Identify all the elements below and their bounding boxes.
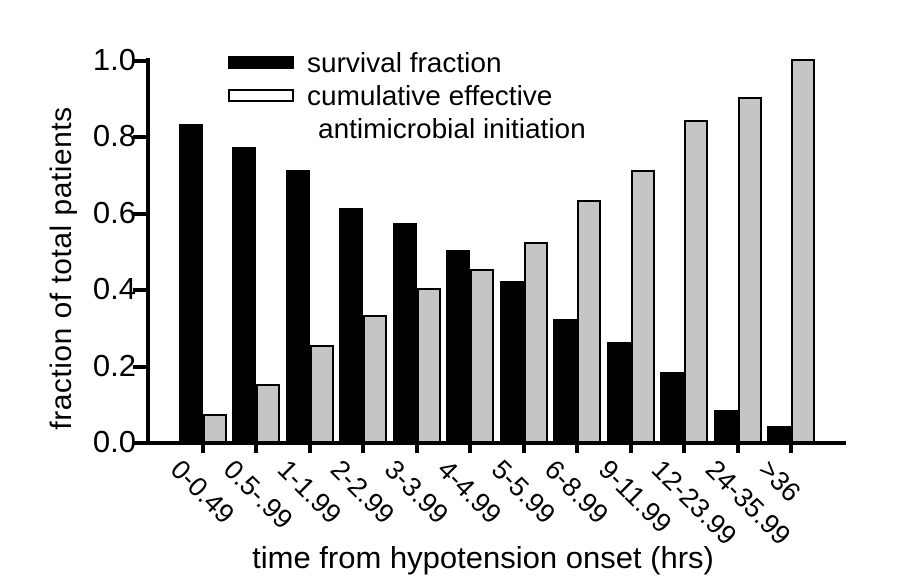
x-tick-4-4.99 — [468, 445, 473, 453]
bar-cumulative-24-35.99 — [737, 97, 762, 445]
legend-swatch-cumulative — [228, 89, 294, 102]
bar-cumulative->36 — [790, 59, 815, 445]
x-axis-title: time from hypotension onset (hrs) — [252, 540, 714, 575]
x-tick-0-0.49 — [201, 445, 205, 453]
x-tick-5-5.99 — [521, 445, 526, 453]
x-tick-2-2.99 — [361, 445, 366, 453]
bar-cumulative-2-2.99 — [363, 315, 388, 445]
y-tick-label-0.0: 0.0 — [92, 424, 136, 459]
y-tick-label-0.6: 0.6 — [92, 195, 136, 230]
bar-survival-3-3.99 — [392, 223, 417, 445]
y-tick-0.8 — [133, 135, 146, 139]
y-axis-title: fraction of total patients — [45, 106, 78, 430]
bar-survival-2-2.99 — [339, 208, 364, 445]
x-axis-line — [146, 441, 846, 445]
legend-label-cumulative-line1: cumulative effective — [307, 79, 553, 111]
bar-cumulative-5-5.99 — [523, 242, 548, 445]
bar-cumulative-4-4.99 — [470, 269, 495, 445]
x-tick-24-35.99 — [735, 445, 740, 453]
y-tick-label-1.0: 1.0 — [92, 42, 136, 77]
y-tick-label-0.8: 0.8 — [92, 118, 136, 153]
bar-survival-0-0.49 — [179, 124, 203, 445]
bar-survival-24-35.99 — [713, 410, 738, 445]
x-tick->36 — [788, 445, 793, 453]
y-tick-1.0 — [133, 59, 146, 63]
bar-survival-4-4.99 — [446, 250, 471, 445]
legend-label-cumulative-line2: antimicrobial initiation — [318, 112, 586, 144]
legend-row-survival: survival fraction — [228, 46, 586, 79]
bar-cumulative-0.5-.99 — [256, 384, 281, 445]
legend-row-cumulative: cumulative effective — [228, 79, 586, 112]
x-tick-1-1.99 — [307, 445, 312, 453]
bar-survival-1-1.99 — [285, 170, 310, 445]
y-tick-0.4 — [133, 288, 146, 292]
x-tick-3-3.99 — [414, 445, 419, 453]
bar-cumulative-12-23.99 — [684, 120, 709, 445]
legend-row-cumulative-line2: antimicrobial initiation — [228, 112, 586, 145]
legend-label-survival: survival fraction — [307, 46, 502, 78]
bar-cumulative-9-11.99 — [630, 170, 655, 445]
legend: survival fraction cumulative effective a… — [228, 46, 586, 145]
y-tick-label-0.2: 0.2 — [92, 348, 136, 383]
bar-cumulative-0-0.49 — [203, 414, 227, 445]
y-tick-0.6 — [133, 212, 146, 216]
bar-survival-6-8.99 — [553, 319, 578, 445]
y-axis-line — [146, 58, 150, 445]
x-tick-0.5-.99 — [254, 445, 259, 453]
y-tick-0.0 — [133, 441, 146, 445]
y-tick-0.2 — [133, 365, 146, 369]
x-tick-12-23.99 — [682, 445, 687, 453]
bar-survival-12-23.99 — [660, 372, 685, 445]
bar-cumulative-1-1.99 — [309, 345, 334, 445]
legend-swatch-survival — [228, 56, 294, 69]
bar-survival-0.5-.99 — [232, 147, 257, 445]
bar-survival-5-5.99 — [499, 281, 524, 445]
x-tick-9-11.99 — [628, 445, 633, 453]
bar-survival-9-11.99 — [606, 342, 631, 445]
y-tick-label-0.4: 0.4 — [92, 271, 136, 306]
x-tick-6-8.99 — [575, 445, 580, 453]
bar-survival->36 — [766, 426, 791, 445]
bar-cumulative-3-3.99 — [416, 288, 441, 445]
bar-cumulative-6-8.99 — [577, 200, 602, 445]
